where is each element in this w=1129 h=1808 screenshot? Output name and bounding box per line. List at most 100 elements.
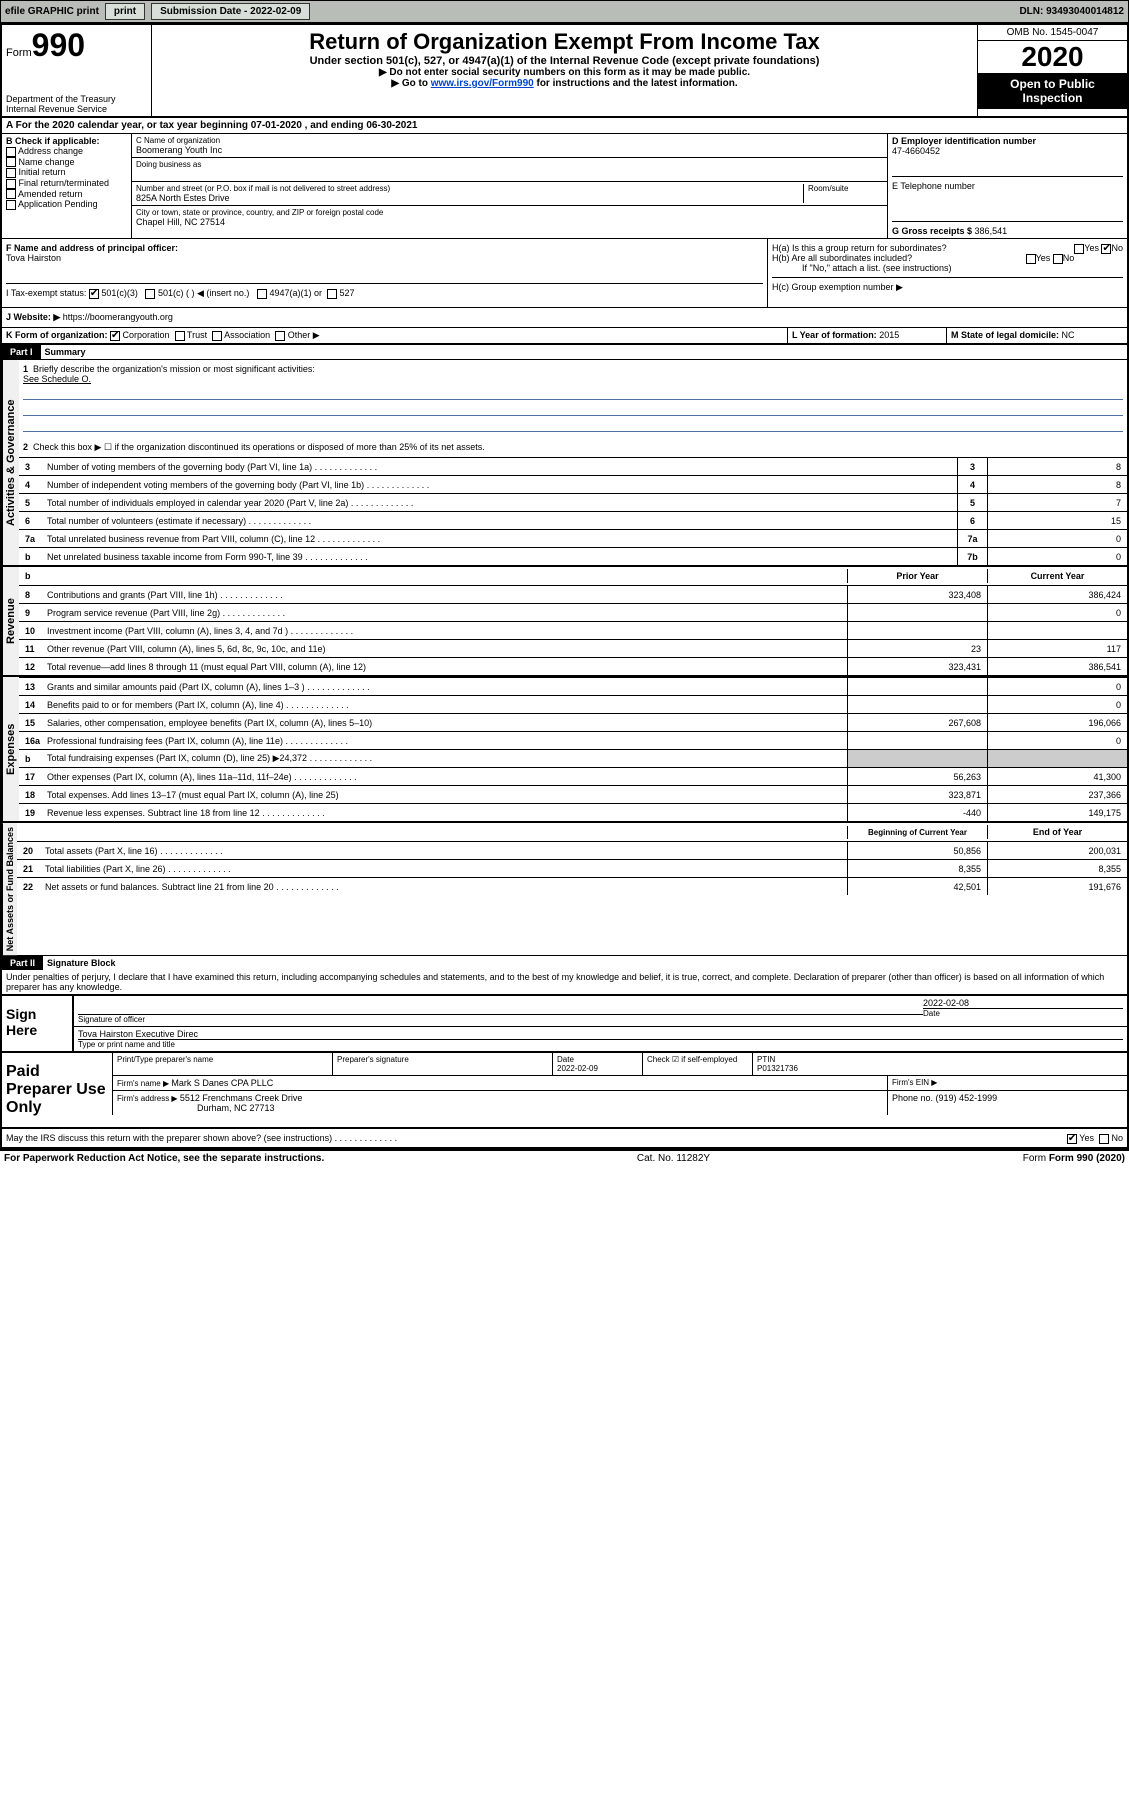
prep-sig-label: Preparer's signature <box>332 1053 552 1075</box>
dept-treasury: Department of the Treasury Internal Reve… <box>6 94 147 114</box>
state-domicile-label: M State of legal domicile: <box>951 330 1062 340</box>
section-b-label: B Check if applicable: <box>6 136 127 146</box>
checkbox-501c3[interactable] <box>89 289 99 299</box>
table-row: 17Other expenses (Part IX, column (A), l… <box>19 767 1127 785</box>
officer-label: F Name and address of principal officer: <box>6 243 763 253</box>
ssn-warning: ▶ Do not enter social security numbers o… <box>156 67 973 78</box>
table-row: 8Contributions and grants (Part VIII, li… <box>19 585 1127 603</box>
checkbox-ha-yes[interactable] <box>1074 244 1084 254</box>
paid-preparer-label: Paid Preparer Use Only <box>2 1053 112 1127</box>
table-row: 11Other revenue (Part VIII, column (A), … <box>19 639 1127 657</box>
table-row: 15Salaries, other compensation, employee… <box>19 713 1127 731</box>
tax-exempt-label: I Tax-exempt status: <box>6 288 86 298</box>
table-row: 5Total number of individuals employed in… <box>19 493 1127 511</box>
top-toolbar: efile GRAPHIC print print Submission Dat… <box>0 0 1129 23</box>
checkbox-application-pending[interactable]: Application Pending <box>6 199 127 210</box>
public-inspection: Open to Public Inspection <box>978 73 1127 109</box>
table-row: 12Total revenue—add lines 8 through 11 (… <box>19 657 1127 675</box>
ein-label: D Employer identification number <box>892 136 1123 146</box>
table-row: 19Revenue less expenses. Subtract line 1… <box>19 803 1127 821</box>
checkbox-address-change[interactable]: Address change <box>6 146 127 157</box>
end-year-header: End of Year <box>987 825 1127 839</box>
city-label: City or town, state or province, country… <box>136 208 883 217</box>
line1-value: See Schedule O. <box>23 374 1123 384</box>
checkbox-association[interactable] <box>212 331 222 341</box>
print-button[interactable]: print <box>105 3 145 20</box>
prep-date-value: 2022-02-09 <box>557 1064 598 1073</box>
officer-printed-name: Tova Hairston Executive Direc <box>78 1029 1123 1039</box>
tax-year: 2020 <box>978 41 1127 73</box>
part-i-header: Part I <box>2 345 41 359</box>
h-c-group-exemption: H(c) Group exemption number ▶ <box>772 277 1123 293</box>
checkbox-name-change[interactable]: Name change <box>6 157 127 168</box>
h-a-group-return: H(a) Is this a group return for subordin… <box>772 243 1123 253</box>
table-row: 4Number of independent voting members of… <box>19 475 1127 493</box>
table-row: bNet unrelated business taxable income f… <box>19 547 1127 565</box>
org-name: Boomerang Youth Inc <box>136 145 883 155</box>
discuss-question: May the IRS discuss this return with the… <box>6 1133 332 1143</box>
part-ii-header: Part II <box>2 956 43 970</box>
checkbox-4947[interactable] <box>257 289 267 299</box>
table-row: 22Net assets or fund balances. Subtract … <box>17 877 1127 895</box>
table-row: 10Investment income (Part VIII, column (… <box>19 621 1127 639</box>
line1-text: Briefly describe the organization's miss… <box>33 364 315 374</box>
prior-year-header: Prior Year <box>847 569 987 583</box>
dba-label: Doing business as <box>136 160 883 169</box>
form-990: Form990 Department of the Treasury Inter… <box>0 23 1129 1151</box>
ptin-label: PTIN <box>757 1055 775 1064</box>
checkbox-discuss-no[interactable] <box>1099 1134 1109 1144</box>
checkbox-discuss-yes[interactable] <box>1067 1134 1077 1144</box>
table-row: 20Total assets (Part X, line 16)50,85620… <box>17 841 1127 859</box>
firm-city: Durham, NC 27713 <box>117 1103 275 1113</box>
vert-expenses: Expenses <box>2 677 19 821</box>
gross-receipts-label: G Gross receipts $ <box>892 226 975 236</box>
table-row: 18Total expenses. Add lines 13–17 (must … <box>19 785 1127 803</box>
table-row: 9Program service revenue (Part VIII, lin… <box>19 603 1127 621</box>
checkbox-hb-no[interactable] <box>1053 254 1063 264</box>
vert-revenue: Revenue <box>2 567 19 675</box>
instructions-link-row: ▶ Go to www.irs.gov/Form990 for instruct… <box>156 78 973 89</box>
irs-link[interactable]: www.irs.gov/Form990 <box>431 78 534 89</box>
efile-label: efile GRAPHIC print <box>5 6 99 17</box>
checkbox-501c[interactable] <box>145 289 155 299</box>
year-formation: 2015 <box>879 330 899 340</box>
ptin-value: P01321736 <box>757 1064 798 1073</box>
checkbox-initial-return[interactable]: Initial return <box>6 167 127 178</box>
beginning-year-header: Beginning of Current Year <box>847 826 987 839</box>
checkbox-527[interactable] <box>327 289 337 299</box>
checkbox-ha-no[interactable] <box>1101 244 1111 254</box>
dln-label: DLN: 93493040014812 <box>1019 6 1124 17</box>
checkbox-trust[interactable] <box>175 331 185 341</box>
table-row: 21Total liabilities (Part X, line 26)8,3… <box>17 859 1127 877</box>
catalog-number: Cat. No. 11282Y <box>637 1153 710 1164</box>
line-b-num: b <box>19 571 45 581</box>
perjury-statement: Under penalties of perjury, I declare th… <box>2 970 1127 994</box>
website-url: https://boomerangyouth.org <box>63 312 173 322</box>
org-name-label: C Name of organization <box>136 136 883 145</box>
checkbox-final-return[interactable]: Final return/terminated <box>6 178 127 189</box>
firm-name-label: Firm's name ▶ <box>117 1079 171 1088</box>
check-self-employed: Check ☑ if self-employed <box>642 1053 752 1075</box>
prep-date-label: Date <box>557 1055 574 1064</box>
vert-activities-governance: Activities & Governance <box>2 360 19 565</box>
tax-year-period: A For the 2020 calendar year, or tax yea… <box>2 118 1127 134</box>
submission-date-button[interactable]: Submission Date - 2022-02-09 <box>151 3 310 20</box>
section-b-c-d: B Check if applicable: Address change Na… <box>2 134 1127 239</box>
sig-officer-label: Signature of officer <box>78 1014 923 1024</box>
table-row: 6Total number of volunteers (estimate if… <box>19 511 1127 529</box>
year-formation-label: L Year of formation: <box>792 330 879 340</box>
form-number: Form990 <box>6 27 147 64</box>
checkbox-amended-return[interactable]: Amended return <box>6 189 127 200</box>
table-row: 13Grants and similar amounts paid (Part … <box>19 677 1127 695</box>
sig-date-value: 2022-02-08 <box>923 998 1123 1008</box>
form-header: Form990 Department of the Treasury Inter… <box>2 25 1127 118</box>
checkbox-corporation[interactable] <box>110 331 120 341</box>
part-ii-title: Signature Block <box>43 956 120 970</box>
omb-number: OMB No. 1545-0047 <box>978 25 1127 41</box>
form-org-label: K Form of organization: <box>6 330 108 340</box>
checkbox-hb-yes[interactable] <box>1026 254 1036 264</box>
website-label: J Website: ▶ <box>6 312 63 322</box>
checkbox-other[interactable] <box>275 331 285 341</box>
sig-date-label: Date <box>923 1008 1123 1018</box>
phone-label: Phone no. <box>892 1093 936 1103</box>
